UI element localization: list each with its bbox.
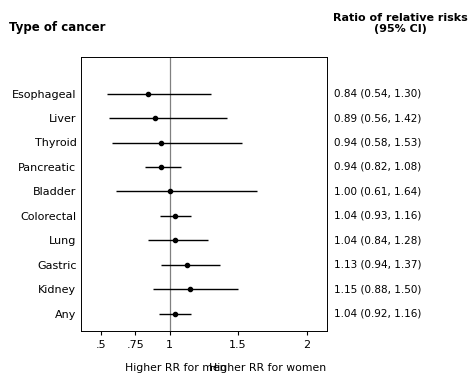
Text: 0.84 (0.54, 1.30): 0.84 (0.54, 1.30)	[334, 89, 421, 99]
Text: Higher RR for women: Higher RR for women	[209, 363, 327, 373]
Text: 1.13 (0.94, 1.37): 1.13 (0.94, 1.37)	[334, 260, 422, 270]
Text: 0.94 (0.58, 1.53): 0.94 (0.58, 1.53)	[334, 138, 421, 147]
Text: 1.00 (0.61, 1.64): 1.00 (0.61, 1.64)	[334, 186, 421, 196]
Text: 1.15 (0.88, 1.50): 1.15 (0.88, 1.50)	[334, 284, 421, 294]
Text: 0.94 (0.82, 1.08): 0.94 (0.82, 1.08)	[334, 162, 421, 172]
Text: 0.89 (0.56, 1.42): 0.89 (0.56, 1.42)	[334, 113, 421, 123]
Text: 1.04 (0.92, 1.16): 1.04 (0.92, 1.16)	[334, 309, 421, 318]
Text: Type of cancer: Type of cancer	[9, 21, 106, 34]
Text: 1.04 (0.93, 1.16): 1.04 (0.93, 1.16)	[334, 211, 421, 221]
Text: 1.04 (0.84, 1.28): 1.04 (0.84, 1.28)	[334, 235, 421, 245]
Text: Ratio of relative risks
(95% CI): Ratio of relative risks (95% CI)	[333, 13, 468, 34]
Text: Higher RR for men: Higher RR for men	[125, 363, 226, 373]
